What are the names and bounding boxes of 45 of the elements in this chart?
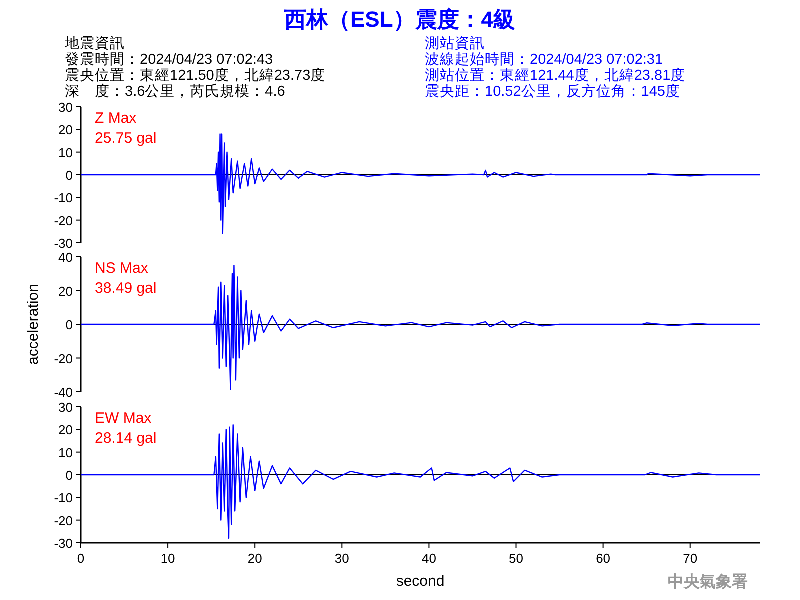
text: 測站資訊: [425, 35, 485, 52]
y-tick-label: 20: [58, 422, 73, 438]
y-tick-label: -20: [54, 213, 73, 228]
y-tick-label: 10: [58, 445, 73, 460]
text: 波線起始時間：2024/04/23 07:02:31: [425, 51, 664, 68]
y-tick-label: -10: [54, 190, 73, 206]
x-tick-label: 30: [334, 551, 350, 566]
y-tick-label: 0: [66, 168, 73, 183]
y-tick-label: 30: [58, 400, 73, 415]
y-tick-label: 0: [66, 468, 73, 483]
text: 地震資訊: [64, 35, 125, 52]
y-tick-label: -10: [54, 490, 73, 506]
annotation: 25.75 gal: [95, 130, 157, 147]
x-axis-title: second: [396, 573, 445, 590]
y-tick-label: -20: [54, 513, 73, 528]
y-tick-label: -40: [54, 385, 73, 400]
annotation: 28.14 gal: [95, 430, 157, 447]
y-axis-title: acceleration: [25, 284, 42, 365]
y-tick-label: 40: [58, 250, 73, 265]
x-tick-label: 70: [683, 551, 698, 566]
y-tick-label: -20: [54, 351, 73, 366]
text: 西林（ESL）震度：4級: [283, 7, 516, 32]
x-tick-label: 10: [160, 551, 176, 566]
annotation: NS Max: [95, 260, 149, 277]
x-tick-label: 50: [509, 551, 524, 566]
text: 中央氣象署: [668, 573, 748, 591]
y-tick-label: 0: [66, 318, 73, 332]
y-tick-label: 20: [58, 284, 73, 299]
y-tick-label: -30: [54, 236, 73, 251]
y-tick-label: 20: [58, 122, 73, 138]
x-tick-label: 60: [596, 551, 611, 566]
y-tick-label: 30: [58, 100, 73, 115]
text: 深 度：3.6公里，芮氏規模：4.6: [65, 83, 286, 100]
text: 測站位置：東經121.44度，北緯23.81度: [425, 67, 686, 84]
y-tick-label: 10: [58, 145, 73, 160]
x-tick-label: 20: [248, 551, 262, 566]
text: 震央位置：東經121.50度，北緯23.73度: [65, 67, 326, 84]
x-tick-label: 40: [422, 551, 436, 566]
x-tick-label: 0: [77, 551, 85, 566]
y-tick-label: -30: [54, 536, 73, 551]
text: 發震時間：2024/04/23 07:02:43: [65, 51, 274, 68]
annotation: Z Max: [95, 110, 138, 127]
annotation: EW Max: [95, 410, 152, 427]
annotation: 38.49 gal: [95, 280, 157, 297]
text: 震央距：10.52公里，反方位角：145度: [425, 83, 680, 100]
